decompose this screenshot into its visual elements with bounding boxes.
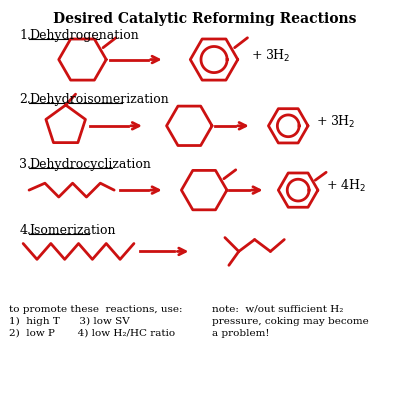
Text: 1)  high T      3) low SV: 1) high T 3) low SV xyxy=(9,317,130,326)
Text: Dehydroisomerization: Dehydroisomerization xyxy=(29,93,169,106)
Text: Dehydrocyclization: Dehydrocyclization xyxy=(29,158,151,172)
Text: Isomerization: Isomerization xyxy=(29,224,116,237)
Text: + 3H$_2$: + 3H$_2$ xyxy=(251,48,290,64)
Text: Desired Catalytic Reforming Reactions: Desired Catalytic Reforming Reactions xyxy=(53,12,357,26)
Text: 3.: 3. xyxy=(19,158,31,172)
Text: to promote these  reactions, use:: to promote these reactions, use: xyxy=(9,305,183,314)
Text: 4.: 4. xyxy=(19,224,31,237)
Text: 2.: 2. xyxy=(19,93,31,106)
Text: pressure, coking may become: pressure, coking may become xyxy=(212,317,369,326)
Text: a problem!: a problem! xyxy=(212,328,270,338)
Text: 2)  low P       4) low H₂/HC ratio: 2) low P 4) low H₂/HC ratio xyxy=(9,328,176,338)
Text: 1.: 1. xyxy=(19,29,31,42)
Text: Dehydrogenation: Dehydrogenation xyxy=(29,29,139,42)
Text: + 3H$_2$: + 3H$_2$ xyxy=(316,114,356,130)
Text: note:  w/out sufficient H₂: note: w/out sufficient H₂ xyxy=(212,305,344,314)
Text: + 4H$_2$: + 4H$_2$ xyxy=(326,178,366,194)
